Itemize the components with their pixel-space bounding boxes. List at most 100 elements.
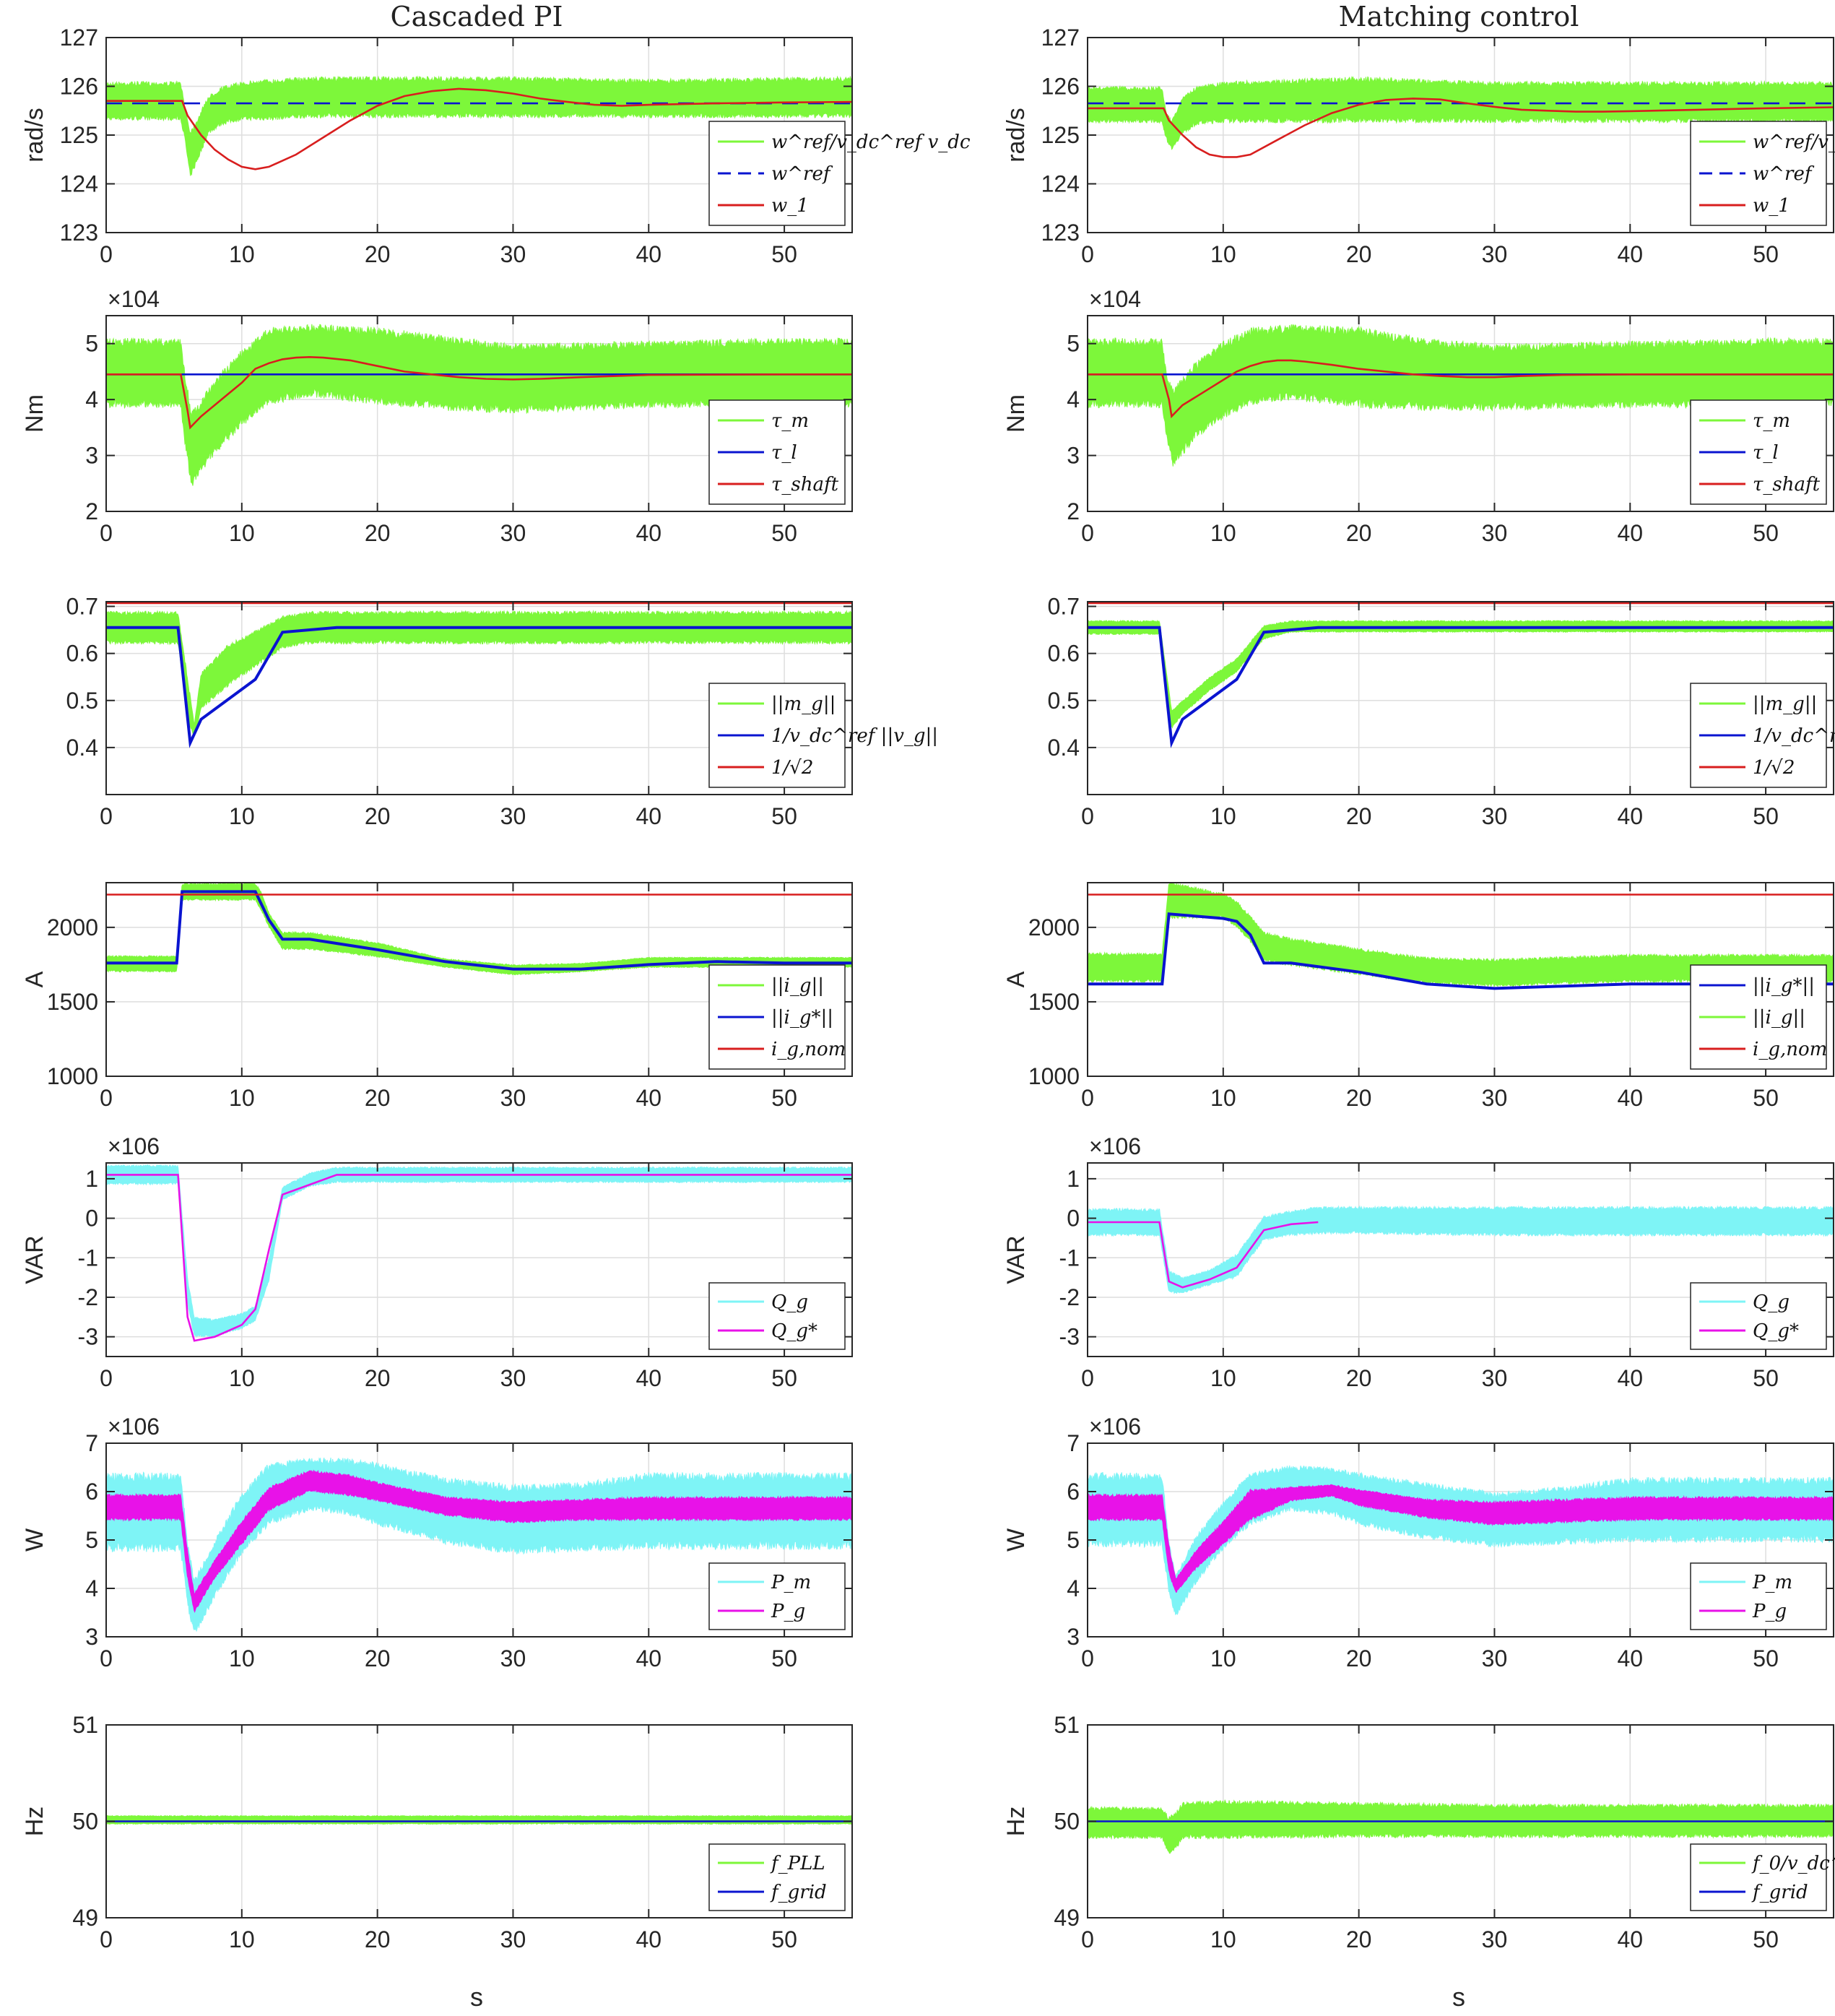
series-group: [1088, 883, 1834, 990]
x-tick-label: 10: [229, 520, 255, 546]
legend-entry: ||i_g||: [1753, 1007, 1805, 1029]
x-tick-label: 0: [100, 1926, 113, 1952]
x-tick-label: 0: [100, 1085, 113, 1111]
y-tick-label: 4: [85, 1575, 98, 1601]
y-tick-label: 0.5: [66, 688, 98, 714]
legend: w^ref/v_dc^ref v_dc w^ref w_1: [1690, 121, 1835, 226]
legend-entry: τ_shaft: [1753, 474, 1821, 496]
y-tick-label: 2: [85, 498, 98, 524]
y-axis-label: VAR: [21, 1235, 48, 1284]
y-tick-label: 0.4: [1048, 735, 1080, 761]
x-tick-label: 30: [1482, 241, 1508, 267]
x-tick-label: 10: [1210, 520, 1236, 546]
x-tick-label: 10: [229, 241, 255, 267]
y-tick-label: 123: [1041, 220, 1080, 246]
legend-entry: P_g: [1752, 1601, 1787, 1622]
legend-entry: τ_l: [1753, 442, 1779, 464]
legend-entry: w_1: [1753, 195, 1790, 217]
x-tick-label: 0: [100, 803, 113, 829]
legend: f_0/v_dc^ref v_dc f_grid: [1690, 1843, 1835, 1911]
series-line: [1088, 98, 1834, 158]
x-tick-label: 50: [771, 1365, 797, 1391]
y-tick-label: 1: [85, 1166, 98, 1192]
legend-box: [708, 1843, 846, 1911]
legend-entry: 1/√2: [1753, 757, 1795, 779]
legend-entry: w^ref/v_dc^ref v_dc: [771, 131, 971, 153]
legend-entry: w^ref: [771, 163, 833, 185]
x-tick-label: 10: [1210, 1085, 1236, 1111]
x-tick-label: 50: [771, 803, 797, 829]
legend: P_m P_g: [1690, 1562, 1827, 1630]
axis-exponent: ×106: [1089, 1414, 1141, 1440]
legend-entry: ||i_g*||: [1753, 975, 1815, 997]
y-tick-label: 0.6: [1048, 641, 1080, 667]
x-tick-label: 30: [1482, 1085, 1508, 1111]
panel-13: 0 10 20 30 40 50 49 50 51 Hz f_0/v_dc^ref v_dc f_gr…: [1002, 1712, 1835, 1952]
x-tick-label: 20: [1346, 1926, 1372, 1952]
y-tick-label: 51: [72, 1712, 98, 1738]
series-line: [1088, 1221, 1319, 1289]
x-tick-label: 30: [500, 1926, 526, 1952]
y-tick-label: 3: [1067, 1624, 1080, 1650]
x-tick-label: 10: [229, 1926, 255, 1952]
x-axis-label-right: s: [1452, 1982, 1465, 2012]
legend-entry: ||m_g||: [771, 693, 836, 715]
y-tick-label: 5: [1067, 331, 1080, 357]
panel-9: 0 10 20 30 40 50 -3 -2 -1 0 1 VAR ×106 Q_g Q_g*: [1002, 1133, 1834, 1391]
legend: Q_g Q_g*: [708, 1282, 846, 1350]
legend-entry: P_m: [771, 1572, 811, 1593]
legend-entry: f_PLL: [770, 1853, 825, 1874]
x-tick-label: 20: [365, 803, 391, 829]
legend-entry: τ_m: [1753, 410, 1790, 432]
y-axis-label: W: [21, 1528, 48, 1552]
x-tick-label: 10: [229, 1365, 255, 1391]
y-tick-label: 0.6: [66, 641, 98, 667]
legend: f_PLL f_grid: [708, 1843, 846, 1911]
axes-box: [105, 1162, 853, 1357]
x-tick-label: 40: [1617, 1085, 1643, 1111]
legend-entry: 1/v_dc^ref ||v_g||: [771, 725, 938, 747]
x-tick-label: 20: [1346, 1365, 1372, 1391]
y-tick-label: 4: [1067, 1575, 1080, 1601]
y-tick-label: 0: [1067, 1206, 1080, 1232]
y-tick-label: 0: [85, 1206, 98, 1232]
x-tick-label: 0: [1081, 1085, 1094, 1111]
x-tick-label: 30: [500, 803, 526, 829]
legend: P_m P_g: [708, 1562, 846, 1630]
x-tick-label: 0: [100, 1645, 113, 1671]
panel-12: 0 10 20 30 40 50 49 50 51 Hz f_PLL f_grid: [21, 1712, 853, 1952]
series-line: [1088, 912, 1834, 990]
x-tick-label: 20: [365, 241, 391, 267]
x-tick-label: 0: [1081, 520, 1094, 546]
legend-entry: P_m: [1752, 1572, 1792, 1593]
y-tick-label: 3: [1067, 443, 1080, 469]
series-group: [106, 602, 852, 748]
y-tick-label: 127: [1041, 25, 1080, 51]
panel-1: 0 10 20 30 40 50 123 124 125 126 127 rad/s w^ref/v_d…: [1002, 25, 1835, 267]
y-tick-label: 50: [1054, 1809, 1080, 1835]
y-tick-label: 7: [85, 1430, 98, 1456]
x-tick-label: 30: [1482, 1365, 1508, 1391]
panel-7: 0 10 20 30 40 50 1000 1500 2000 A ||i_g*|| ||i_g||i…: [1002, 882, 1834, 1111]
x-tick-label: 50: [771, 1926, 797, 1952]
y-tick-label: 6: [85, 1479, 98, 1505]
x-tick-label: 10: [229, 803, 255, 829]
x-tick-label: 40: [635, 520, 661, 546]
y-tick-label: 5: [85, 331, 98, 357]
y-tick-label: 49: [72, 1905, 98, 1931]
y-axis-label: Nm: [21, 394, 48, 433]
y-tick-label: 0.4: [66, 735, 98, 761]
axis-exponent: ×106: [1089, 1133, 1141, 1159]
axes-box: [105, 601, 853, 795]
axes-box: [1087, 601, 1834, 795]
legend-box: [1690, 1562, 1827, 1630]
legend: ||i_g*|| ||i_g|| i_g,nom: [1690, 964, 1827, 1070]
legend-box: [1690, 1282, 1827, 1350]
x-tick-label: 40: [1617, 1365, 1643, 1391]
x-tick-label: 50: [1753, 241, 1779, 267]
axes-box: [105, 315, 853, 512]
legend-entry: ||i_g*||: [771, 1007, 833, 1029]
x-tick-label: 0: [100, 1365, 113, 1391]
x-tick-label: 30: [500, 520, 526, 546]
